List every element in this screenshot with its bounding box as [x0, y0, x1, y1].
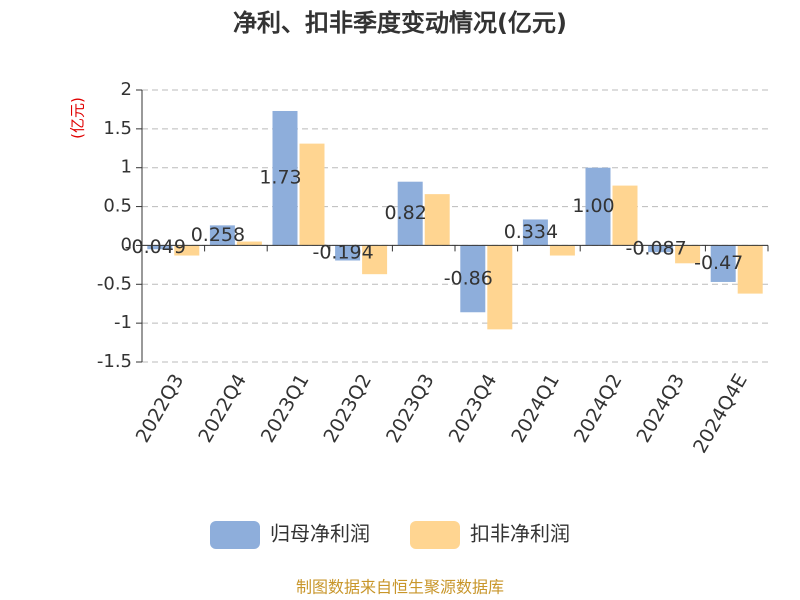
bar: [549, 245, 575, 256]
bar: [710, 245, 736, 282]
bar: [585, 167, 611, 246]
bar: [612, 185, 638, 246]
data-label: 0.334: [504, 221, 558, 243]
y-tick-label: 1.5: [103, 118, 132, 139]
bar: [236, 241, 262, 246]
data-label: -0.86: [444, 267, 493, 289]
x-tick-label: 2024Q1: [507, 370, 564, 446]
bar: [147, 245, 173, 250]
data-label: 0.82: [385, 202, 427, 224]
bar: [424, 194, 450, 246]
bar: [299, 143, 325, 246]
y-tick-label: -0.5: [97, 273, 132, 294]
bar: [362, 245, 388, 275]
data-label: -0.47: [694, 252, 743, 274]
y-axis-label: (亿元): [69, 97, 87, 139]
legend-swatch: [210, 521, 260, 549]
y-tick-label: 1: [121, 157, 132, 178]
x-tick-label: 2024Q3: [632, 370, 689, 446]
bar: [675, 245, 701, 264]
y-tick-label: 2: [121, 79, 132, 100]
legend-label: 归母净利润: [270, 522, 370, 546]
bar: [648, 245, 674, 253]
x-tick-label: 2024Q4E: [689, 370, 752, 457]
bar: [209, 225, 235, 246]
data-label: -0.087: [625, 237, 686, 259]
bar: [174, 245, 200, 256]
bar: [522, 219, 548, 246]
x-tick-label: 2023Q1: [257, 370, 314, 446]
x-tick-label: 2022Q3: [132, 370, 189, 446]
x-tick-label: 2022Q4: [194, 370, 251, 446]
y-tick-label: 0.5: [103, 196, 132, 217]
bar: [460, 245, 486, 313]
bar: [335, 245, 361, 261]
bar: [272, 110, 298, 246]
legend-label: 扣非净利润: [470, 522, 570, 546]
source-note: 制图数据来自恒生聚源数据库: [296, 578, 504, 597]
y-tick-label: 0: [121, 234, 132, 255]
x-tick-label: 2023Q4: [445, 370, 502, 446]
x-tick-label: 2023Q3: [382, 370, 439, 446]
legend-swatch: [410, 521, 460, 549]
x-tick-label: 2024Q2: [570, 370, 627, 446]
data-label: -0.049: [125, 236, 186, 258]
data-label: -0.194: [312, 241, 373, 263]
data-label: 1.00: [572, 195, 614, 217]
data-label: 1.73: [259, 167, 301, 189]
chart-title: 净利、扣非季度变动情况(亿元): [233, 9, 567, 37]
y-tick-label: -1: [114, 312, 132, 333]
x-tick-label: 2023Q2: [319, 370, 376, 446]
bar: [487, 245, 513, 330]
data-label: 0.258: [191, 224, 245, 246]
y-tick-label: -1.5: [97, 351, 132, 372]
bar: [737, 245, 763, 294]
bar: [397, 181, 423, 246]
